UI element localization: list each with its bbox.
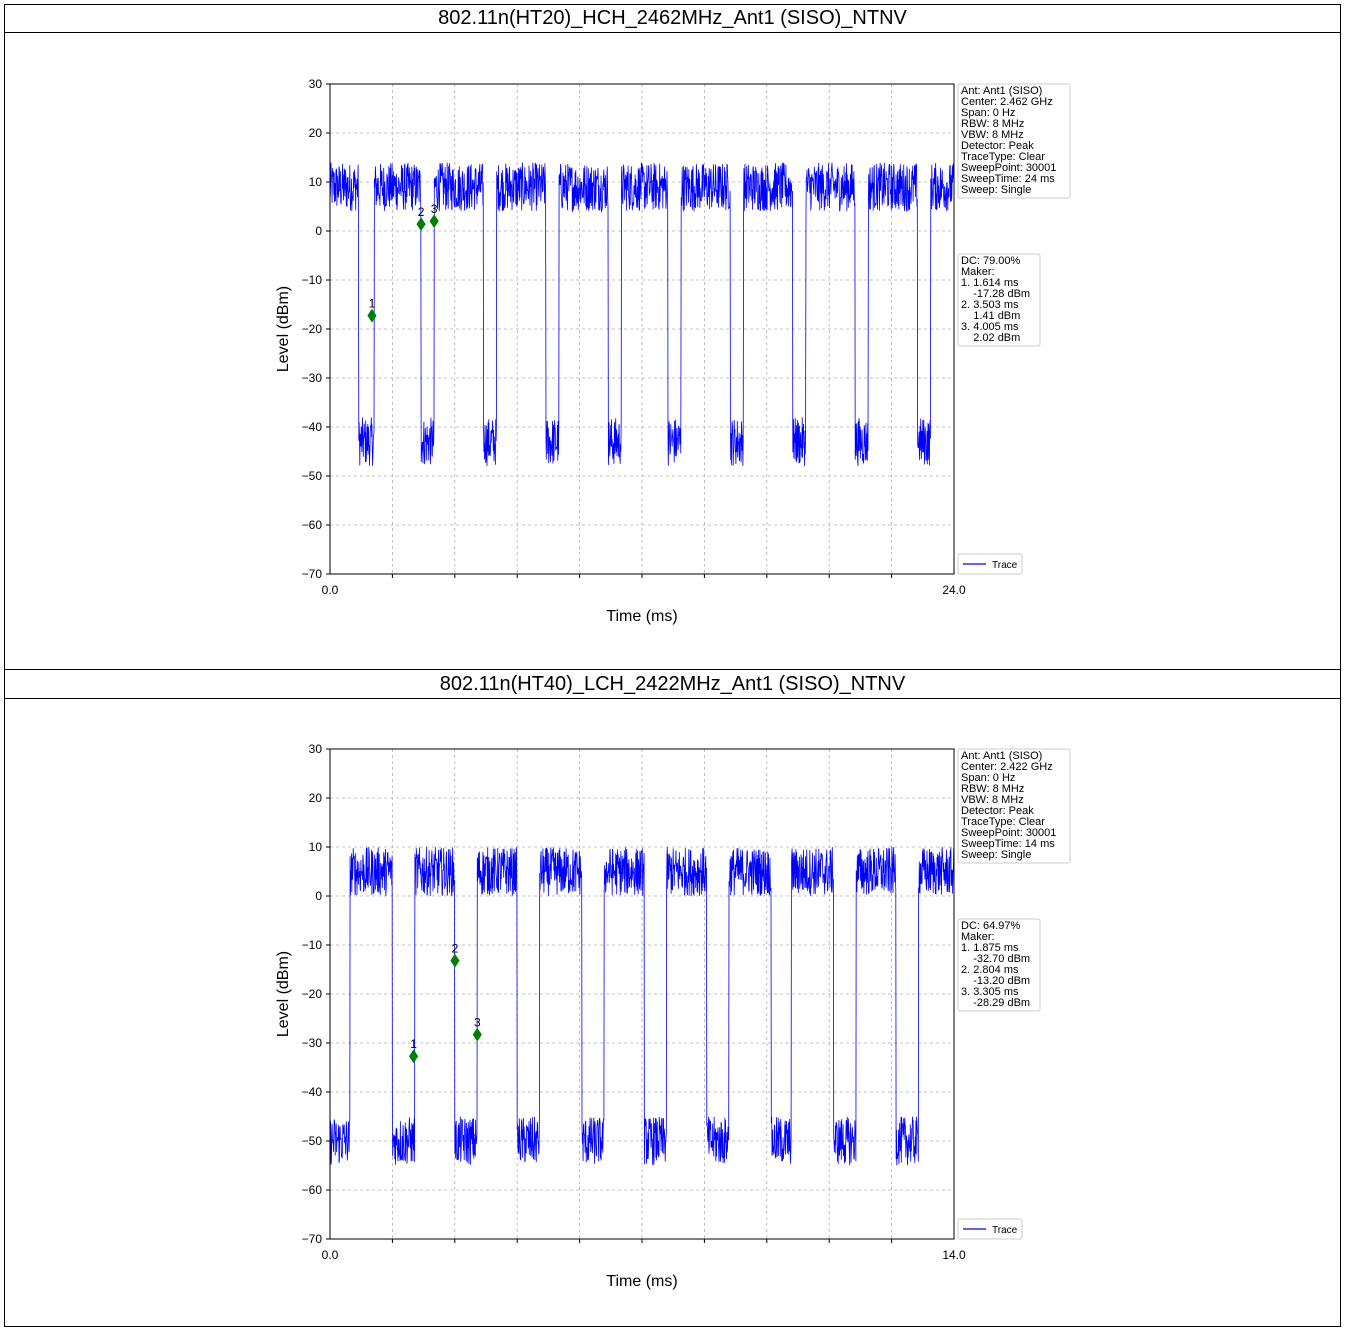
marker-summary-line: 3. 4.005 ms bbox=[961, 321, 1019, 333]
y-tick-label: 0 bbox=[315, 889, 322, 903]
marker-summary-line: 1.41 dBm bbox=[961, 310, 1020, 322]
marker-1 bbox=[408, 1049, 419, 1064]
divider bbox=[5, 32, 1340, 33]
y-tick-label: −40 bbox=[302, 1085, 323, 1099]
marker-2 bbox=[450, 953, 460, 968]
y-tick-label: −70 bbox=[302, 1232, 323, 1246]
y-tick-label: −30 bbox=[302, 371, 323, 385]
info-line: RBW: 8 MHz bbox=[961, 118, 1024, 130]
y-tick-label: −50 bbox=[302, 1134, 323, 1148]
x-tick-label: 0.0 bbox=[322, 583, 339, 597]
marker-summary-line: 1. 1.614 ms bbox=[961, 277, 1019, 289]
legend bbox=[957, 1218, 1023, 1240]
y-tick-label: −70 bbox=[302, 567, 323, 581]
info-line: Span: 0 Hz bbox=[961, 107, 1015, 119]
y-tick-label: −40 bbox=[302, 420, 323, 434]
divider bbox=[5, 669, 1340, 670]
info-line: RBW: 8 MHz bbox=[961, 783, 1024, 795]
info-line: TraceType: Clear bbox=[961, 816, 1045, 828]
y-tick-label: −30 bbox=[302, 1036, 323, 1050]
info-line: Center: 2.422 GHz bbox=[961, 761, 1053, 773]
info-line: SweepTime: 14 ms bbox=[961, 838, 1055, 850]
info-line: Sweep: Single bbox=[961, 184, 1031, 196]
marker-summary-line: Maker: bbox=[961, 931, 995, 943]
marker-summary-line: DC: 64.97% bbox=[961, 920, 1021, 932]
info-line: VBW: 8 MHz bbox=[961, 794, 1024, 806]
marker-summary-box bbox=[957, 253, 1041, 347]
y-tick-label: 0 bbox=[315, 224, 322, 238]
y-axis-label: Level (dBm) bbox=[275, 951, 292, 1037]
marker-summary-line: 3. 3.305 ms bbox=[961, 986, 1019, 998]
marker-summary-line: 2. 3.503 ms bbox=[961, 299, 1019, 311]
marker-summary-line: -32.70 dBm bbox=[961, 953, 1030, 965]
info-line: VBW: 8 MHz bbox=[961, 129, 1024, 141]
report-table: 802.11n(HT20)_HCH_2462MHz_Ant1 (SISO)_NT… bbox=[4, 4, 1341, 1327]
marker-summary-line: 2. 2.804 ms bbox=[961, 964, 1019, 976]
info-line: Center: 2.462 GHz bbox=[961, 96, 1053, 108]
info-line: Detector: Peak bbox=[961, 140, 1034, 152]
legend-label: Trace bbox=[992, 1225, 1018, 1236]
y-tick-label: 20 bbox=[309, 126, 323, 140]
chart-2: 30 20 10 0 −10 −20 −30 −40 −50 −60 −70 1 2 3 0.0 14.0 Ti… bbox=[275, 742, 1071, 1290]
marker-summary-line: 2.02 dBm bbox=[961, 332, 1020, 344]
marker-summary-line: -17.28 dBm bbox=[961, 288, 1030, 300]
y-tick-label: 10 bbox=[309, 840, 323, 854]
y-tick-label: −10 bbox=[302, 938, 323, 952]
chart-1: 30 20 10 0 −10 −20 −30 −40 −50 −60 −70 1 2 3 0.0 24.0 Ti… bbox=[275, 77, 1071, 625]
marker-summary-line: 1. 1.875 ms bbox=[961, 942, 1019, 954]
info-line: TraceType: Clear bbox=[961, 151, 1045, 163]
info-line: Ant: Ant1 (SISO) bbox=[961, 85, 1042, 97]
marker-2 bbox=[416, 217, 426, 231]
info-line: Sweep: Single bbox=[961, 849, 1031, 861]
x-tick-label: 0.0 bbox=[322, 1248, 339, 1262]
plot-frame bbox=[329, 748, 955, 1240]
marker-summary-line: -28.29 dBm bbox=[961, 997, 1030, 1009]
legend bbox=[957, 553, 1023, 575]
legend-label: Trace bbox=[992, 560, 1018, 571]
x-axis-label: Time (ms) bbox=[606, 608, 677, 625]
marker-label: 3 bbox=[474, 1016, 481, 1030]
y-tick-label: −20 bbox=[302, 322, 323, 336]
marker-label: 2 bbox=[418, 205, 425, 219]
plot-frame bbox=[329, 83, 955, 575]
marker-3 bbox=[429, 214, 439, 229]
marker-summary-line: -13.20 dBm bbox=[961, 975, 1030, 987]
marker-label: 2 bbox=[452, 942, 459, 956]
marker-3 bbox=[472, 1027, 482, 1042]
info-line: SweepPoint: 30001 bbox=[961, 827, 1056, 839]
marker-summary-line: Maker: bbox=[961, 266, 995, 278]
divider bbox=[5, 698, 1340, 699]
x-axis-label: Time (ms) bbox=[606, 1273, 677, 1290]
info-box bbox=[957, 83, 1071, 199]
panel-1-title: 802.11n(HT20)_HCH_2462MHz_Ant1 (SISO)_NT… bbox=[438, 7, 907, 29]
marker-summary-line: DC: 79.00% bbox=[961, 255, 1021, 267]
x-tick-label: 24.0 bbox=[942, 583, 966, 597]
info-line: SweepTime: 24 ms bbox=[961, 173, 1055, 185]
marker-label: 1 bbox=[369, 297, 376, 311]
trace-line bbox=[329, 162, 955, 467]
marker-label: 3 bbox=[431, 202, 438, 216]
trace-line bbox=[329, 846, 955, 1166]
x-tick-label: 14.0 bbox=[942, 1248, 966, 1262]
info-line: Ant: Ant1 (SISO) bbox=[961, 750, 1042, 762]
y-tick-label: −60 bbox=[302, 1183, 323, 1197]
y-tick-label: 30 bbox=[309, 742, 323, 756]
y-tick-label: −20 bbox=[302, 987, 323, 1001]
marker-label: 1 bbox=[410, 1037, 417, 1051]
marker-summary-box bbox=[957, 918, 1041, 1012]
info-line: Detector: Peak bbox=[961, 805, 1034, 817]
y-tick-label: 20 bbox=[309, 791, 323, 805]
y-tick-label: −50 bbox=[302, 469, 323, 483]
y-tick-label: −10 bbox=[302, 273, 323, 287]
y-tick-label: −60 bbox=[302, 518, 323, 532]
panel-2-title: 802.11n(HT40)_LCH_2422MHz_Ant1 (SISO)_NT… bbox=[439, 673, 906, 695]
info-box bbox=[957, 748, 1071, 864]
info-line: Span: 0 Hz bbox=[961, 772, 1015, 784]
marker-1 bbox=[367, 308, 377, 323]
info-line: SweepPoint: 30001 bbox=[961, 162, 1056, 174]
y-axis-label: Level (dBm) bbox=[275, 286, 292, 372]
y-tick-label: 10 bbox=[309, 175, 323, 189]
y-tick-label: 30 bbox=[309, 77, 323, 91]
